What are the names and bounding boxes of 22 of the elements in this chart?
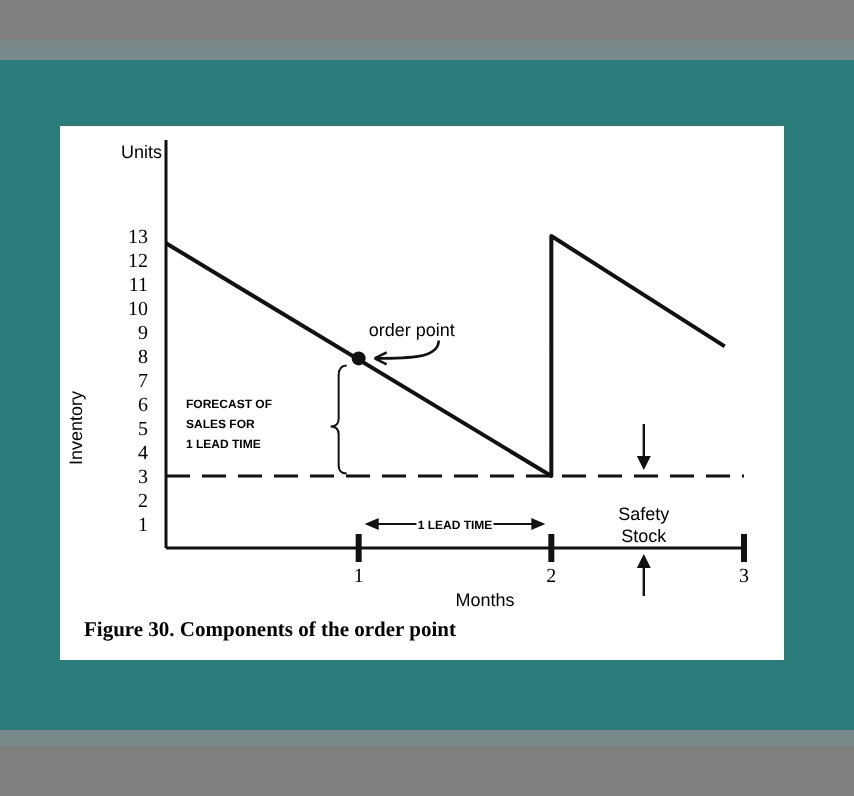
x-axis-title: Months: [455, 590, 516, 610]
y-tick-label: 1: [138, 515, 148, 537]
y-tick-label: 12: [128, 251, 148, 273]
y-tick-label: 8: [138, 347, 148, 369]
x-tick-label: 1: [353, 566, 364, 588]
y-tick-label: 4: [138, 443, 148, 465]
y-tick-label: 10: [128, 299, 148, 321]
x-tick-label: 3: [739, 566, 749, 588]
text: Units: [120, 142, 163, 162]
y-axis-title: Inventory: [66, 389, 86, 466]
y-tick-label: 3: [138, 467, 148, 489]
y-tick-label: 7: [138, 371, 148, 393]
y-tick-label: 6: [138, 395, 148, 417]
y-tick-label: 13: [128, 227, 148, 249]
y-tick-label: 11: [128, 275, 148, 297]
annotation: order point: [368, 320, 456, 341]
x-tick-label: 2: [546, 566, 557, 588]
y-tick-label: 2: [138, 491, 148, 513]
y-tick-label: 9: [138, 323, 148, 345]
ref-line-label: Safety Stock: [618, 504, 671, 546]
y-tick-label: 5: [138, 419, 148, 441]
caption: Figure 30. Components of the order point: [84, 620, 457, 642]
